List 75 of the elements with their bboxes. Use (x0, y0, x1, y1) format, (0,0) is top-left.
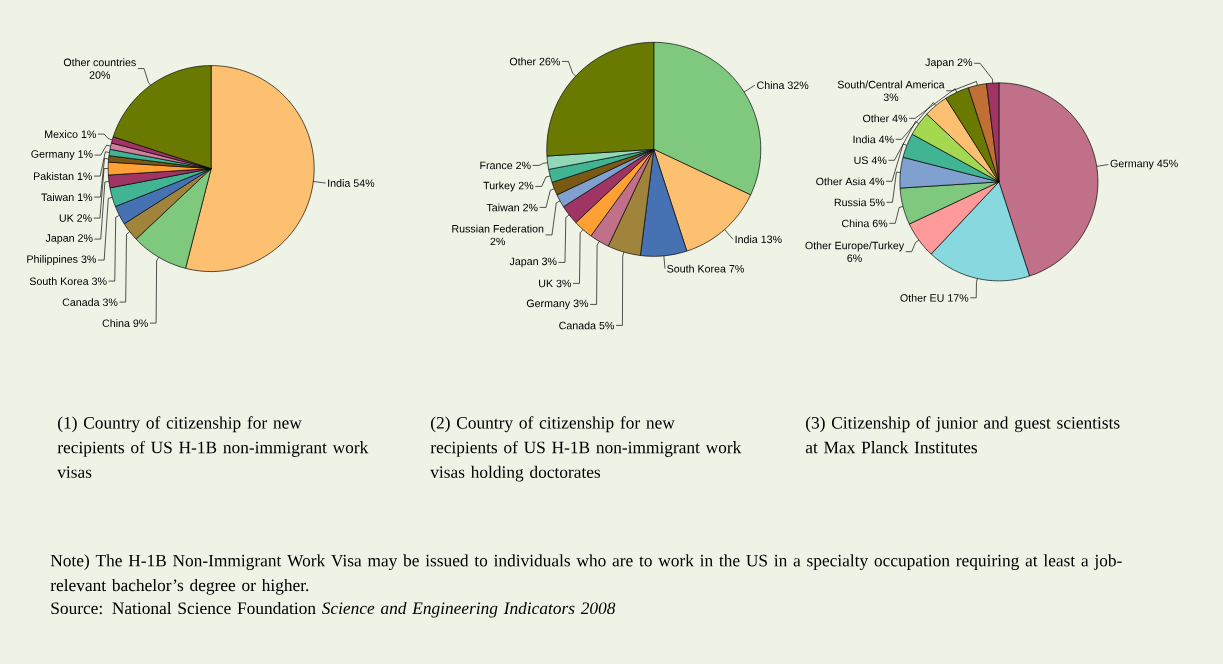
data-label: 1% (81, 130, 96, 138)
slice-label: US (854, 156, 868, 165)
data-label: 1% (77, 172, 93, 180)
slice-label: Other EU (900, 293, 944, 302)
data-label: 3% (883, 93, 899, 102)
data-label: 45% (1157, 159, 1178, 168)
source-note: Source: National Science Foundation Science and Engineering Indicators 2008 (51, 601, 616, 618)
slice-label: France (480, 161, 513, 170)
slice-label: Germany (31, 150, 75, 160)
slice-label: Other countries (63, 58, 136, 67)
data-label: 32% (787, 81, 809, 90)
slice-label: Russia (834, 198, 867, 207)
data-label: 6% (847, 254, 862, 262)
slice-label: Turkey (483, 181, 516, 192)
slice-label: UK (59, 214, 74, 222)
slice-label: India (735, 235, 758, 244)
slice-label: Russian Federation (452, 224, 544, 233)
slice-label: India (853, 135, 876, 144)
data-label: 2% (78, 234, 93, 242)
slice-label: Canada (62, 298, 100, 307)
data-label: 54% (353, 179, 375, 187)
data-label: 2% (957, 58, 973, 66)
data-label: 4% (869, 177, 885, 186)
data-label: 3% (91, 277, 107, 286)
slice-label: Taiwan (486, 203, 519, 212)
data-label: 13% (761, 235, 782, 244)
slice-label: Taiwan (41, 193, 74, 202)
slice-label: Philippines (27, 255, 78, 266)
text: Note) The H-1B Non-Immigrant Work Visa may be issued to individuals who are to work in the US in a specialty occupation requiring at least a job-relevant bachelor’s degree or higher. (50, 554, 1122, 595)
data-label: 20% (89, 71, 111, 79)
slice-label: UK (539, 279, 553, 288)
slice-label: Mexico (45, 130, 78, 138)
slice-label: Other Europe/Turkey (805, 241, 905, 252)
slice-label: Japan (509, 257, 538, 268)
slice-label: Pakistan (34, 172, 74, 181)
slice-label: Japan (45, 234, 74, 244)
text: (1) Country of citizenship for new recipients of US H-1B non-immigrant work visas (57, 416, 369, 478)
slice-label: Japan (925, 58, 954, 69)
data-label: 6% (872, 219, 888, 228)
slice-label: Other (509, 57, 536, 66)
slice-label: China (841, 219, 870, 228)
data-label: 2% (490, 237, 506, 246)
slice-label: Other Asia (816, 177, 867, 186)
data-label: 17% (948, 294, 969, 302)
slice-label: Germany (1110, 159, 1154, 170)
data-label: 4% (892, 114, 908, 123)
slice-label: India (328, 179, 351, 187)
data-label: 4% (878, 135, 894, 144)
data-label: 4% (871, 156, 887, 165)
data-label: 3% (573, 299, 589, 308)
data-label: 3% (556, 279, 572, 288)
slice-label: Germany (526, 299, 571, 310)
data-label: 3% (102, 298, 118, 307)
data-label: 2% (523, 203, 538, 212)
slice-label: South Korea (29, 277, 89, 286)
slice-label: Other (863, 114, 889, 123)
data-label: 9% (133, 319, 148, 328)
data-label: 3% (541, 257, 557, 266)
data-label: 3% (81, 255, 96, 263)
slice-label: China (102, 319, 130, 328)
text: (2) Country of citizenship for new recipients of US H-1B non-immigrant work visas holding doctorates (430, 416, 742, 482)
slice-label: South/Central America (837, 80, 945, 89)
data-label: 26% (539, 57, 560, 66)
data-label: 2% (516, 161, 531, 170)
slice-label: China (757, 81, 785, 90)
slice-label: Canada (559, 321, 597, 330)
data-label: 1% (78, 150, 93, 158)
data-label: 5% (599, 321, 615, 330)
data-label: 1% (78, 193, 93, 201)
data-label: 7% (729, 265, 744, 273)
text: (3) Citizenship of junior and guest scientists at Max Planck Institutes (805, 416, 1120, 454)
data-label: 2% (518, 181, 534, 190)
slice-label: South Korea (667, 264, 726, 273)
data-label: 2% (77, 214, 92, 222)
data-label: 5% (869, 198, 885, 207)
